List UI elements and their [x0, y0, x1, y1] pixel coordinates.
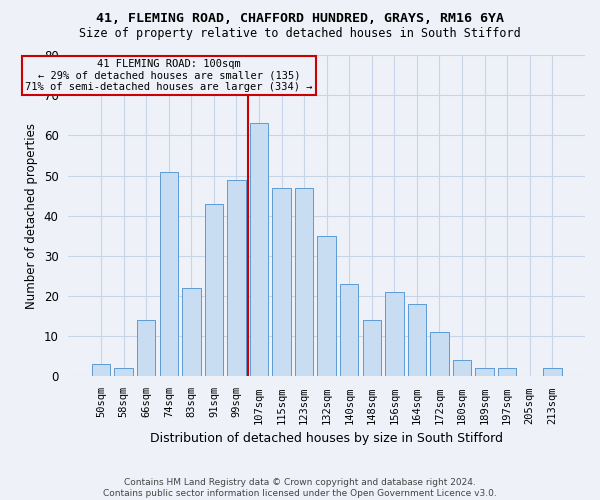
Bar — [250, 124, 268, 376]
Bar — [205, 204, 223, 376]
Text: Contains HM Land Registry data © Crown copyright and database right 2024.
Contai: Contains HM Land Registry data © Crown c… — [103, 478, 497, 498]
Bar — [272, 188, 291, 376]
Bar — [475, 368, 494, 376]
Bar — [385, 292, 404, 376]
Text: 41, FLEMING ROAD, CHAFFORD HUNDRED, GRAYS, RM16 6YA: 41, FLEMING ROAD, CHAFFORD HUNDRED, GRAY… — [96, 12, 504, 26]
X-axis label: Distribution of detached houses by size in South Stifford: Distribution of detached houses by size … — [150, 432, 503, 445]
Bar — [430, 332, 449, 376]
Bar — [160, 172, 178, 376]
Bar — [362, 320, 381, 376]
Text: 41 FLEMING ROAD: 100sqm
← 29% of detached houses are smaller (135)
71% of semi-d: 41 FLEMING ROAD: 100sqm ← 29% of detache… — [25, 59, 313, 92]
Y-axis label: Number of detached properties: Number of detached properties — [25, 122, 38, 308]
Bar — [317, 236, 336, 376]
Bar — [295, 188, 313, 376]
Bar — [137, 320, 155, 376]
Bar — [543, 368, 562, 376]
Bar — [453, 360, 471, 376]
Bar — [182, 288, 200, 376]
Text: Size of property relative to detached houses in South Stifford: Size of property relative to detached ho… — [79, 28, 521, 40]
Bar — [498, 368, 517, 376]
Bar — [92, 364, 110, 376]
Bar — [340, 284, 358, 376]
Bar — [407, 304, 426, 376]
Bar — [227, 180, 246, 376]
Bar — [115, 368, 133, 376]
